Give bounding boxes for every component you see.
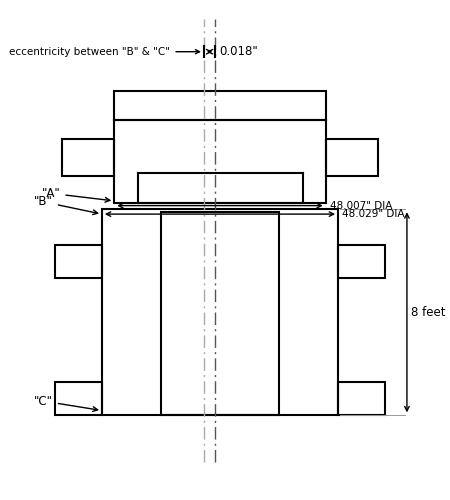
- Bar: [114, 92, 326, 120]
- Bar: [326, 138, 378, 176]
- Bar: [62, 138, 114, 176]
- Bar: [55, 246, 102, 278]
- Text: 8 feet: 8 feet: [411, 306, 445, 319]
- Text: eccentricity between "B" & "C": eccentricity between "B" & "C": [9, 46, 200, 56]
- Bar: [102, 210, 338, 416]
- Bar: [55, 382, 102, 416]
- Text: 48.007" DIA: 48.007" DIA: [329, 200, 392, 210]
- Text: "A": "A": [42, 187, 110, 202]
- Bar: [162, 212, 279, 416]
- Text: 0.018": 0.018": [219, 45, 258, 58]
- Text: "B": "B": [34, 196, 98, 214]
- Bar: [114, 120, 326, 203]
- Text: "C": "C": [34, 394, 98, 411]
- Text: 48.029" DIA: 48.029" DIA: [342, 209, 404, 219]
- Bar: [338, 246, 385, 278]
- Bar: [338, 382, 385, 416]
